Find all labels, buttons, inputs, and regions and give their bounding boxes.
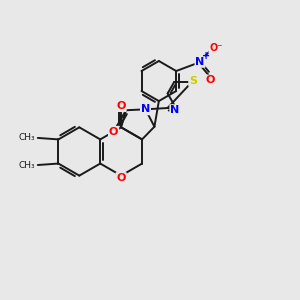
Text: N: N [170, 105, 179, 115]
Text: +: + [202, 51, 211, 61]
Text: O: O [109, 127, 118, 137]
Text: O: O [116, 101, 126, 111]
Text: O: O [206, 75, 215, 85]
Text: O: O [116, 173, 126, 183]
Text: O⁻: O⁻ [209, 43, 223, 53]
Text: CH₃: CH₃ [19, 133, 35, 142]
Text: S: S [189, 76, 197, 86]
Text: N: N [195, 57, 205, 67]
Text: CH₃: CH₃ [19, 161, 35, 170]
Text: N: N [141, 104, 150, 114]
